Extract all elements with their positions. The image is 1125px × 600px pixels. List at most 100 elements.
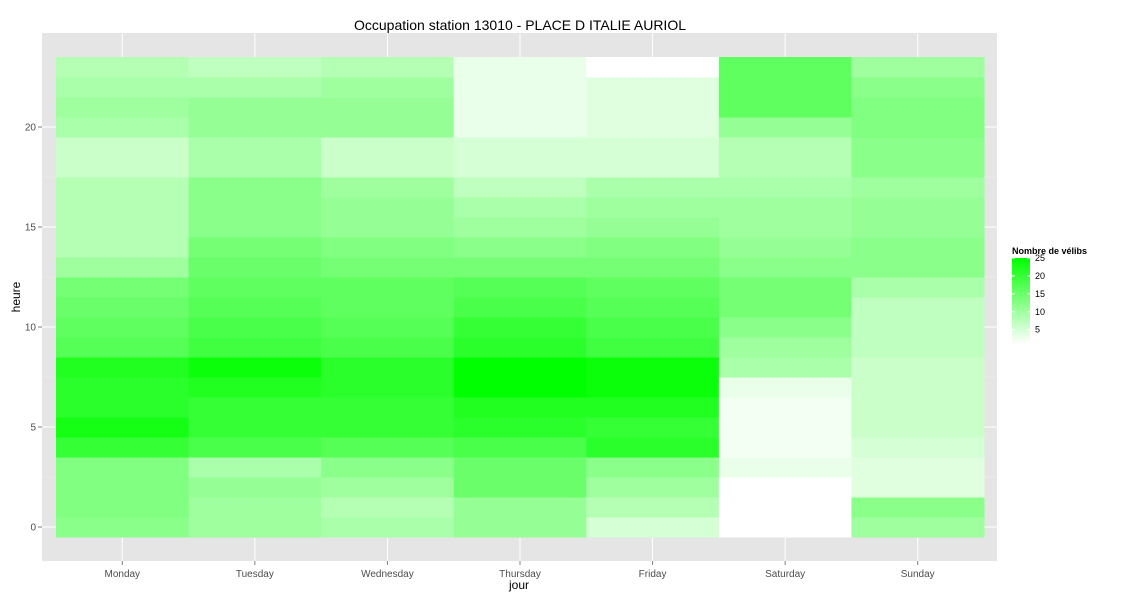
x-tick-label: Wednesday [361, 569, 414, 580]
heatmap-cell [586, 377, 720, 398]
heatmap-cell [851, 237, 985, 258]
heatmap-cell [321, 297, 455, 318]
x-tick-label: Saturday [765, 569, 805, 580]
heatmap-cell [586, 277, 720, 298]
heatmap-cell [718, 157, 852, 178]
heatmap-cell [586, 357, 720, 378]
heatmap-cell [188, 57, 322, 78]
heatmap-cell [851, 217, 985, 238]
heatmap-cell [188, 237, 322, 258]
heatmap-cell [586, 257, 720, 278]
heatmap-cell [56, 177, 190, 198]
heatmap-cell [453, 397, 587, 418]
heatmap-cell [851, 297, 985, 318]
heatmap-cell [321, 177, 455, 198]
heatmap-cell [718, 317, 852, 338]
y-tick-label: 15 [25, 223, 37, 234]
heatmap-cell [718, 297, 852, 318]
heatmap-cell [188, 317, 322, 338]
heatmap-cell [188, 117, 322, 138]
heatmap-cell [56, 77, 190, 98]
heatmap-cell [321, 377, 455, 398]
heatmap-cell [453, 77, 587, 98]
x-tick-label: Sunday [901, 569, 935, 580]
heatmap-cell [321, 197, 455, 218]
legend: Nombre de vélibs 5 10 15 20 25 [1012, 246, 1087, 344]
heatmap-cell [718, 437, 852, 458]
heatmap-cell [188, 217, 322, 238]
heatmap-cell [321, 497, 455, 518]
heatmap-cell [718, 477, 852, 498]
heatmap-cell [56, 337, 190, 358]
heatmap-cell [56, 477, 190, 498]
heatmap-cell [718, 117, 852, 138]
y-tick-label: 5 [30, 423, 36, 434]
heatmap-cell [321, 517, 455, 538]
heatmap-cell [321, 117, 455, 138]
heatmap-cell [321, 97, 455, 118]
heatmap-cell [56, 57, 190, 78]
heatmap-cell [321, 137, 455, 158]
heatmap-cell [586, 197, 720, 218]
heatmap-cell [453, 277, 587, 298]
heatmap-cell [851, 257, 985, 278]
heatmap-cell [188, 357, 322, 378]
heatmap-cell [188, 417, 322, 438]
x-axis: Monday Tuesday Wednesday Thursday Friday Satu… [104, 561, 935, 580]
heatmap-cell [56, 497, 190, 518]
heatmap-cell [851, 117, 985, 138]
heatmap-cell [453, 97, 587, 118]
heatmap-cell [56, 357, 190, 378]
heatmap-cell [851, 277, 985, 298]
heatmap-cell [453, 457, 587, 478]
heatmap-cell [453, 117, 587, 138]
heatmap-cell [586, 437, 720, 458]
heatmap-cell [188, 157, 322, 178]
heatmap-cell [586, 497, 720, 518]
x-tick-label: Tuesday [236, 569, 274, 580]
heatmap-cell [453, 177, 587, 198]
heatmap-cell [718, 57, 852, 78]
heatmap-cell [321, 157, 455, 178]
heatmap-cell [718, 97, 852, 118]
heatmap-cell [321, 417, 455, 438]
heatmap-cell [851, 77, 985, 98]
heatmap-cell [453, 337, 587, 358]
legend-tick-label: 20 [1035, 271, 1045, 281]
heatmap-cell [321, 357, 455, 378]
heatmap-cell [321, 337, 455, 358]
heatmap-cell [453, 257, 587, 278]
chart-title: Occupation station 13010 - PLACE D ITALI… [354, 17, 686, 33]
heatmap-cell [188, 297, 322, 318]
heatmap-cell [718, 357, 852, 378]
heatmap-cell [586, 137, 720, 158]
heatmap-cell [188, 277, 322, 298]
heatmap-cell [586, 57, 720, 78]
heatmap-cell [718, 517, 852, 538]
heatmap-cell [718, 137, 852, 158]
x-tick-label: Thursday [499, 569, 541, 580]
heatmap-cell [851, 197, 985, 218]
heatmap-cell [321, 477, 455, 498]
heatmap-cell [586, 77, 720, 98]
heatmap-cell [453, 317, 587, 338]
y-axis-title: heure [9, 281, 23, 312]
heatmap-cell [321, 317, 455, 338]
heatmap-cell [56, 417, 190, 438]
heatmap-cell [586, 397, 720, 418]
heatmap-cell [56, 517, 190, 538]
y-axis: 0 5 10 15 20 [25, 123, 42, 534]
heatmap-cell [718, 397, 852, 418]
heatmap-cell [321, 77, 455, 98]
heatmap-cell [56, 137, 190, 158]
heatmap-cell [188, 377, 322, 398]
heatmap-cell [188, 397, 322, 418]
heatmap-cell [586, 297, 720, 318]
heatmap-cell [56, 397, 190, 418]
heatmap-cell [453, 477, 587, 498]
heatmap-cell [56, 237, 190, 258]
heatmap-cell [718, 457, 852, 478]
heatmap-cell [188, 517, 322, 538]
heatmap-cell [851, 417, 985, 438]
heatmap-cell [851, 97, 985, 118]
